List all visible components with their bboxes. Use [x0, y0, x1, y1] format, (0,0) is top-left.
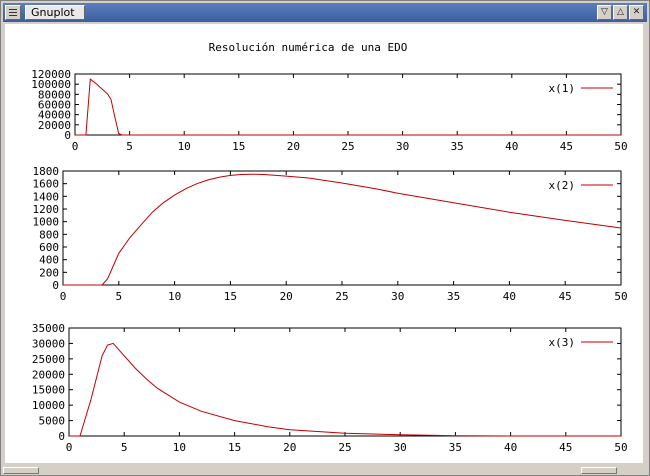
y-tick-label: 800 [39, 228, 59, 241]
y-tick-label: 600 [39, 241, 59, 254]
resize-grip-left[interactable] [3, 467, 39, 474]
x-tick-label: 20 [287, 140, 300, 153]
y-tick-label: 1200 [33, 203, 60, 216]
y-tick-label: 10000 [32, 399, 65, 412]
y-tick-label: 35000 [32, 322, 65, 335]
x-tick-label: 10 [168, 290, 181, 303]
x-tick-label: 40 [504, 441, 517, 454]
x-tick-label: 5 [126, 140, 133, 153]
title-bar[interactable]: Gnuplot ▽ △ ✕ [3, 3, 647, 22]
y-tick-label: 120000 [31, 68, 71, 81]
y-tick-label: 20000 [32, 368, 65, 381]
x-tick-label: 40 [505, 140, 518, 153]
chart-svg: Resolución numérica de una EDO 0 5 10 15 20 25… [31, 41, 627, 454]
x-tick-label: 15 [224, 290, 237, 303]
y-tick-label: 0 [52, 279, 59, 292]
y-tick-label: 15000 [32, 384, 65, 397]
series-line-x3 [69, 342, 621, 437]
y-tick-label: 1000 [33, 216, 60, 229]
plot-frame-3 [68, 327, 622, 437]
x-tick-label: 0 [66, 441, 73, 454]
y-tick-label: 30000 [32, 337, 65, 350]
x-tick-label: 20 [280, 290, 293, 303]
x-tick-label: 45 [560, 140, 573, 153]
x-tick-label: 0 [60, 290, 67, 303]
x-tick-label: 35 [447, 290, 460, 303]
x-tick-label: 45 [559, 290, 572, 303]
x-tick-label: 30 [396, 140, 409, 153]
close-button[interactable]: ✕ [629, 5, 644, 20]
y-tick-label: 1600 [33, 178, 60, 191]
y-tick-label: 400 [39, 254, 59, 267]
y-tick-label: 100000 [31, 78, 71, 91]
y-tick-label: 1800 [33, 165, 60, 178]
plot-canvas: Resolución numérica de una EDO 0 5 10 15 20 25… [5, 24, 643, 463]
maximize-button[interactable]: △ [613, 5, 628, 20]
y-tick-label: 0 [64, 129, 71, 142]
x-tick-label: 35 [449, 441, 462, 454]
x-tick-label: 25 [341, 140, 354, 153]
x-tick-label: 25 [335, 290, 348, 303]
x-tick-label: 5 [121, 441, 128, 454]
x-tick-label: 45 [559, 441, 572, 454]
status-bar [1, 465, 649, 475]
y-tick-label: 80000 [38, 88, 71, 101]
window-title: Gnuplot [25, 5, 85, 20]
y-tick-label: 5000 [39, 415, 66, 428]
y-tick-label: 40000 [38, 109, 71, 122]
plot-frame-1 [74, 73, 622, 136]
legend-label: x(2) [549, 179, 576, 192]
series-line-x2 [63, 173, 622, 286]
y-tick-label: 1400 [33, 190, 60, 203]
y-tick-label: 0 [58, 430, 65, 443]
x-tick-label: 50 [614, 441, 627, 454]
x-tick-label: 15 [232, 140, 245, 153]
x-tick-label: 30 [394, 441, 407, 454]
x-tick-label: 50 [614, 140, 627, 153]
x-tick-label: 35 [451, 140, 464, 153]
x-tick-label: 20 [283, 441, 296, 454]
y-tick-label: 20000 [38, 119, 71, 132]
minimize-button[interactable]: ▽ [597, 5, 612, 20]
x-tick-label: 15 [228, 441, 241, 454]
window-menu-button[interactable] [5, 5, 21, 20]
x-tick-label: 0 [72, 140, 79, 153]
close-icon: ✕ [632, 7, 641, 17]
y-tick-label: 200 [39, 266, 59, 279]
x-tick-label: 50 [614, 290, 627, 303]
chevron-up-icon: △ [617, 7, 624, 17]
chart-title: Resolución numérica de una EDO [209, 41, 408, 54]
x-tick-label: 30 [391, 290, 404, 303]
legend-label: x(3) [549, 336, 576, 349]
chevron-down-icon: ▽ [601, 7, 608, 17]
plot-frame-2 [62, 170, 622, 286]
y-tick-label: 25000 [32, 353, 65, 366]
legend-label: x(1) [549, 82, 576, 95]
x-tick-label: 25 [338, 441, 351, 454]
y-tick-label: 60000 [38, 99, 71, 112]
resize-grip-right[interactable] [581, 467, 617, 474]
series-line-x1 [75, 78, 621, 136]
x-tick-label: 5 [115, 290, 122, 303]
x-tick-label: 10 [178, 140, 191, 153]
x-tick-label: 10 [173, 441, 186, 454]
x-tick-label: 40 [503, 290, 516, 303]
